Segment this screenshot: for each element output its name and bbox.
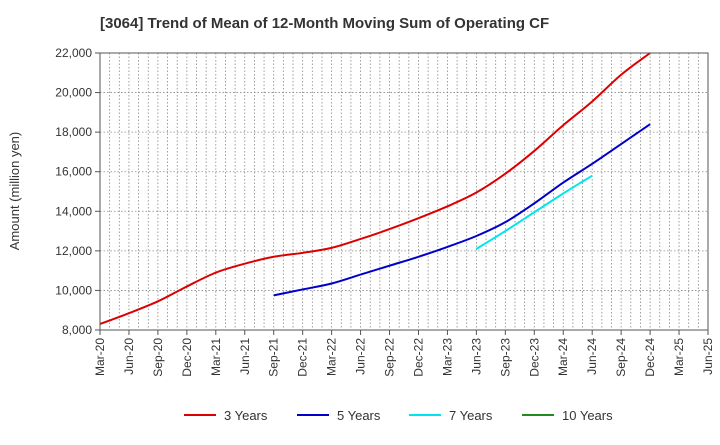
x-tick-label: Jun-24	[585, 338, 599, 375]
x-tick-label: Sep-20	[151, 338, 165, 377]
legend-label: 3 Years	[224, 408, 268, 423]
x-tick-label: Jun-20	[122, 338, 136, 375]
series-lines	[99, 52, 651, 326]
series-line-3-years	[99, 52, 651, 326]
series-line-7-years	[475, 174, 593, 250]
legend-label: 7 Years	[449, 408, 493, 423]
x-tick-label: Sep-24	[614, 338, 628, 377]
x-tick-label: Mar-20	[93, 338, 107, 376]
legend-label: 5 Years	[337, 408, 381, 423]
x-tick-label: Dec-21	[296, 338, 310, 377]
y-tick-label: 16,000	[55, 165, 92, 179]
y-tick-label: 10,000	[55, 283, 92, 297]
legend-label: 10 Years	[562, 408, 613, 423]
grid	[100, 52, 708, 331]
legend-item-5-years: 5 Years	[297, 408, 381, 423]
y-tick-label: 20,000	[55, 86, 92, 100]
x-tick-label: Sep-21	[267, 338, 281, 377]
x-tick-label: Sep-23	[498, 338, 512, 377]
x-tick-label: Mar-21	[209, 338, 223, 376]
x-tick-label: Dec-24	[643, 338, 657, 377]
x-tick-label: Dec-20	[180, 338, 194, 377]
y-tick-label: 22,000	[55, 46, 92, 60]
x-tick-label: Dec-22	[411, 338, 425, 377]
legend-item-10-years: 10 Years	[522, 408, 613, 423]
legend: 3 Years 5 Years 7 Years 10 Years	[184, 408, 613, 423]
x-axis-ticks: Mar-20 Jun-20 Sep-20 Dec-20 Mar-21 Jun-21 Sep-…	[93, 330, 715, 377]
y-tick-label: 8,000	[62, 323, 92, 337]
y-axis-ticks: 8,000 10,000 12,000 14,000 16,000 18,000 20,00…	[55, 46, 100, 337]
x-tick-label: Jun-22	[354, 338, 368, 375]
legend-item-7-years: 7 Years	[409, 408, 493, 423]
x-tick-label: Mar-25	[672, 338, 686, 376]
x-tick-label: Jun-23	[469, 338, 483, 375]
x-tick-label: Mar-23	[440, 338, 454, 376]
x-tick-label: Jun-25	[701, 338, 715, 375]
chart-title: [3064] Trend of Mean of 12-Month Moving …	[100, 15, 549, 32]
plot-frame	[99, 52, 709, 331]
y-axis-label: Amount (million yen)	[7, 132, 22, 251]
x-tick-label: Dec-23	[527, 338, 541, 377]
x-tick-label: Mar-24	[556, 338, 570, 376]
x-tick-label: Jun-21	[238, 338, 252, 375]
y-tick-label: 12,000	[55, 244, 92, 258]
legend-item-3-years: 3 Years	[184, 408, 268, 423]
series-line-5-years	[273, 123, 651, 297]
x-tick-label: Sep-22	[383, 338, 397, 377]
y-tick-label: 18,000	[55, 125, 92, 139]
y-tick-label: 14,000	[55, 204, 92, 218]
x-tick-label: Mar-22	[325, 338, 339, 376]
